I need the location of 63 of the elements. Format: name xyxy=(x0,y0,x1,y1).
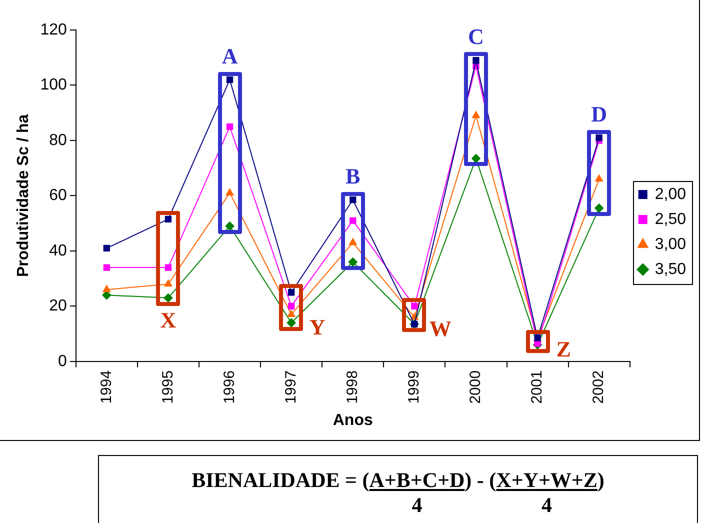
point xyxy=(472,57,480,64)
point xyxy=(471,154,480,163)
point xyxy=(596,134,602,142)
point xyxy=(595,174,604,182)
text: ) - ( xyxy=(464,468,496,493)
point xyxy=(164,293,173,302)
point xyxy=(102,285,111,292)
x-tick-label: 2001 xyxy=(528,370,546,404)
annotation: A xyxy=(222,43,238,68)
point xyxy=(164,216,172,223)
point xyxy=(226,188,234,196)
text: 4 xyxy=(412,493,422,518)
point xyxy=(225,222,234,231)
point xyxy=(288,289,295,296)
point xyxy=(226,76,234,84)
point xyxy=(350,217,356,224)
text: ) xyxy=(597,468,604,493)
y-tick-label: 100 xyxy=(40,76,67,94)
annotation: D xyxy=(591,101,608,126)
legend-label: 3,00 xyxy=(654,236,686,253)
point xyxy=(472,111,480,118)
x-tick-label: 2000 xyxy=(467,370,484,404)
x-tick-label: 1994 xyxy=(98,370,115,404)
point xyxy=(348,258,358,266)
x-axis-title: Anos xyxy=(332,412,373,429)
text: X+Y+W+Z xyxy=(496,468,598,493)
point xyxy=(594,204,604,213)
text: 4 xyxy=(542,493,552,518)
point xyxy=(226,123,234,130)
point xyxy=(164,280,172,287)
point xyxy=(287,310,296,317)
legend-label: 2,00 xyxy=(654,186,686,203)
x-tick-label: 1999 xyxy=(406,370,423,404)
annotation: B xyxy=(346,164,361,189)
y-tick-label: 60 xyxy=(49,187,67,204)
point xyxy=(288,302,295,310)
annotation: X xyxy=(160,308,176,333)
annotation: W xyxy=(429,316,452,341)
annotation: Y xyxy=(309,314,326,340)
x-tick-label: 1998 xyxy=(344,370,362,404)
y-tick-label: 80 xyxy=(49,132,67,149)
x-tick-label: 2002 xyxy=(590,370,608,404)
point xyxy=(103,244,110,252)
annotation: C xyxy=(468,24,484,50)
x-tick-label: 1996 xyxy=(220,370,238,404)
point xyxy=(350,196,356,204)
point xyxy=(411,302,418,310)
y-axis-title: Produtividade Sc / ha xyxy=(15,114,32,278)
y-tick-label: 0 xyxy=(58,352,67,370)
point xyxy=(348,238,357,246)
y-tick-label: 40 xyxy=(49,242,67,260)
point xyxy=(286,318,296,328)
point xyxy=(164,264,172,271)
legend-label: 3,50 xyxy=(654,260,686,278)
x-tick-label: 1997 xyxy=(282,370,300,404)
text: BIENALIDADE = ( xyxy=(192,468,370,493)
y-tick-label: 20 xyxy=(49,298,67,315)
text: A+B+C+D xyxy=(369,468,465,493)
point xyxy=(103,264,110,271)
y-tick-label: 120 xyxy=(40,21,67,38)
annotation: Z xyxy=(556,336,571,362)
x-tick-label: 1995 xyxy=(159,370,176,404)
legend-label: 2,50 xyxy=(654,210,686,228)
